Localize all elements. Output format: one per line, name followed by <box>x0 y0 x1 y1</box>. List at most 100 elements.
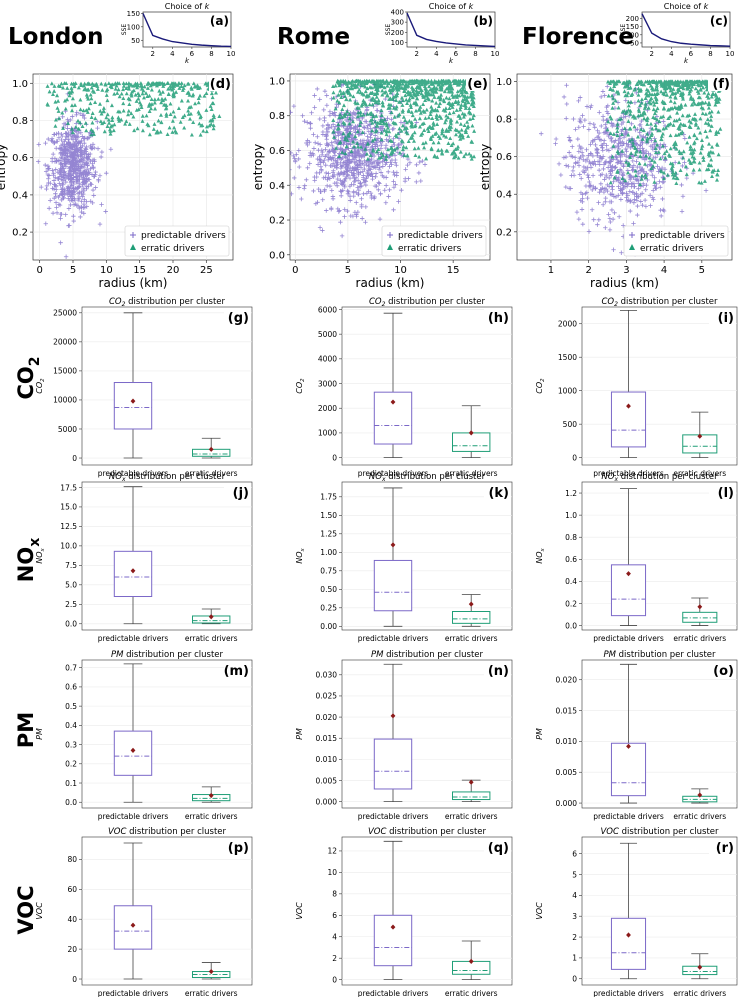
title-rest: distribution per cluster <box>619 827 719 837</box>
box-erratic-drivers <box>192 437 231 459</box>
panel-r: VOC distribution per cluster 0 1 2 3 4 5 6 VOC pr… <box>535 827 738 998</box>
panel-m: PM distribution per cluster 0.0 0.1 0.2 0.3 0… <box>35 650 253 821</box>
title-pollutant: CO <box>601 297 614 307</box>
mean-marker <box>130 398 136 404</box>
plot-frame <box>81 836 253 986</box>
panel-label-bg <box>224 661 251 678</box>
y-axis-label: CO2 <box>35 378 46 394</box>
title-rest: distribution per cluster <box>126 827 226 837</box>
title-rest: distribution per cluster <box>386 472 486 482</box>
legend-label-predictable: predictable drivers <box>640 231 725 241</box>
panel-label: (r) <box>716 841 734 856</box>
box-erratic-drivers <box>452 940 491 981</box>
x-tick-label: 6 <box>689 50 694 58</box>
x-tick-label: erratic drivers <box>673 989 726 997</box>
y-label-main: PM <box>535 728 544 740</box>
x-tick-label: 4 <box>669 50 674 58</box>
y-label-main: VOC <box>535 902 544 920</box>
x-tick-label: 2 <box>415 50 419 58</box>
title-pollutant: PM <box>603 650 616 660</box>
y-axis-label: VOC <box>35 902 44 920</box>
panel-label: (f) <box>712 77 730 92</box>
panel-label: (b) <box>473 14 493 28</box>
y-tick-label: 0.4 <box>269 181 285 192</box>
legend-marker-predictable <box>629 232 635 238</box>
y-tick-label: 7.5 <box>65 561 77 570</box>
panel-o: PM distribution per cluster 0.000 0.005 0.0… <box>535 650 738 821</box>
x-tick-label: 20 <box>167 265 180 276</box>
mean-marker <box>130 747 136 753</box>
title-pollutant: VOC <box>368 827 387 837</box>
legend-marker-erratic <box>629 244 635 250</box>
y-tick-label: 1.0 <box>496 77 512 88</box>
y-tick-label: 100 <box>391 39 404 47</box>
panel-label: (a) <box>210 14 229 28</box>
y-tick-label: 0.010 <box>556 737 578 746</box>
box-erratic-drivers <box>192 608 231 625</box>
y-tick-label: 0.0 <box>65 798 77 807</box>
y-tick-label: 1.75 <box>320 493 337 502</box>
panel-label-bg <box>704 13 729 28</box>
y-tick-label: 0.8 <box>12 116 28 127</box>
panel-title: Choice of k <box>165 2 210 11</box>
y-axis-label: SSE <box>620 24 627 36</box>
y-tick-label: 4 <box>572 891 577 900</box>
y-tick-label: 0.6 <box>12 153 28 164</box>
y-label-main: NO <box>35 551 44 563</box>
panel-label-bg <box>205 13 230 28</box>
y-tick-label: 6 <box>572 849 577 858</box>
panel-label: (h) <box>488 311 509 326</box>
title-pollutant: VOC <box>108 827 127 837</box>
x-tick-label: 5 <box>699 265 705 276</box>
x-axis-label: radius (km) <box>99 276 168 290</box>
iqr-box <box>113 382 153 430</box>
panel-i: CO2 distribution per cluster050010001500… <box>535 297 738 478</box>
y-tick-label: 0.000 <box>556 799 578 808</box>
series-erratic-drivers <box>605 79 723 187</box>
series-erratic-drivers <box>45 81 222 137</box>
panel-label: (g) <box>228 311 249 326</box>
points <box>33 81 222 259</box>
y-tick-label: 1.25 <box>320 530 337 539</box>
y-label-main: CO <box>535 382 544 394</box>
legend-label-predictable: predictable drivers <box>398 231 483 241</box>
mean-marker <box>697 792 703 798</box>
mean-marker <box>390 399 396 405</box>
y-tick-label: 20000 <box>53 338 77 347</box>
x-tick-label: 4 <box>434 50 439 58</box>
title-subscript: 2 <box>382 301 386 308</box>
title-rest: distribution per cluster <box>126 472 226 482</box>
x-axis-label: radius (km) <box>590 276 659 290</box>
x-tick-label: predictable drivers <box>98 812 169 821</box>
y-tick-label: 6 <box>332 911 337 920</box>
y-label-sub: 2 <box>540 378 546 382</box>
panel-title: PM distribution per cluster <box>371 650 484 660</box>
y-label-main: CO <box>35 382 44 394</box>
x-tick-label: predictable drivers <box>98 989 169 997</box>
city-label-florence: Florence <box>522 24 634 50</box>
box-erratic-drivers <box>682 597 718 626</box>
y-tick-label: 0.7 <box>65 663 77 672</box>
y-tick-label: 0 <box>332 975 337 984</box>
y-tick-label: 1.0 <box>565 511 577 520</box>
y-tick-label: 40 <box>67 915 77 924</box>
panel-label: (i) <box>718 311 734 326</box>
x-tick-label: predictable drivers <box>593 812 664 821</box>
y-axis-label: SSE <box>121 24 128 36</box>
x-tick-label: 0 <box>36 265 42 276</box>
mean-marker <box>208 968 214 975</box>
title-subscript: x <box>121 476 126 483</box>
legend-marker-erratic <box>387 244 393 250</box>
row-label-nox-main: NO <box>14 547 38 582</box>
y-tick-label: 0.6 <box>65 683 77 692</box>
y-tick-label: 2.5 <box>65 600 77 609</box>
iqr-box <box>682 611 718 623</box>
y-tick-label: 2000 <box>558 320 577 329</box>
y-tick-label: 0.0 <box>565 621 577 630</box>
y-label-main: CO <box>295 382 304 394</box>
legend-box <box>124 225 230 257</box>
box-erratic-drivers <box>192 786 231 803</box>
y-tick-label: 25000 <box>53 309 77 318</box>
